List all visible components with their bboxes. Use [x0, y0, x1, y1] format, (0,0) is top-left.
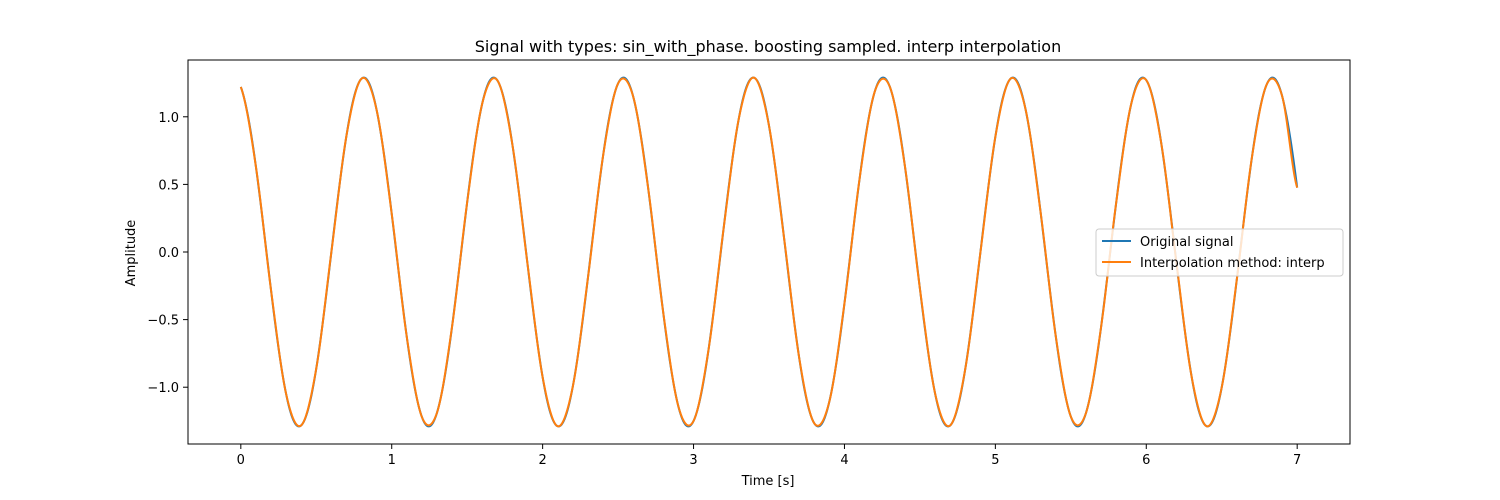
axes: 0 1 2 3 4 5 6 7 −1.0 −0.5 0.0 0.5 1.0	[147, 59, 1351, 468]
plot-area	[239, 76, 1299, 428]
x-tick-label: 3	[689, 453, 697, 468]
y-tick-label: −1.0	[147, 381, 179, 396]
x-tick-label: 1	[388, 453, 396, 468]
y-axis-label: Amplitude	[124, 220, 139, 287]
x-tick-label: 5	[991, 453, 999, 468]
x-tick-label: 7	[1293, 453, 1301, 468]
chart-title: Signal with types: sin_with_phase. boost…	[475, 37, 1061, 57]
legend-label-interpolation: Interpolation method: interp	[1140, 256, 1325, 271]
legend-frame	[1095, 228, 1344, 277]
x-tick-label: 4	[840, 453, 848, 468]
x-tick-label: 0	[237, 453, 245, 468]
series-line-interpolation	[239, 76, 1299, 428]
x-tick-label: 6	[1142, 453, 1150, 468]
y-tick-label: 0.0	[158, 246, 179, 261]
y-tick-label: 0.5	[158, 178, 179, 193]
y-tick-label: −0.5	[147, 314, 179, 329]
x-tick-label: 2	[538, 453, 546, 468]
legend: Original signal Interpolation method: in…	[1095, 228, 1344, 277]
x-axis-label: Time [s]	[741, 474, 795, 489]
y-tick-label: 1.0	[158, 111, 179, 126]
legend-label-original-signal: Original signal	[1140, 235, 1233, 250]
